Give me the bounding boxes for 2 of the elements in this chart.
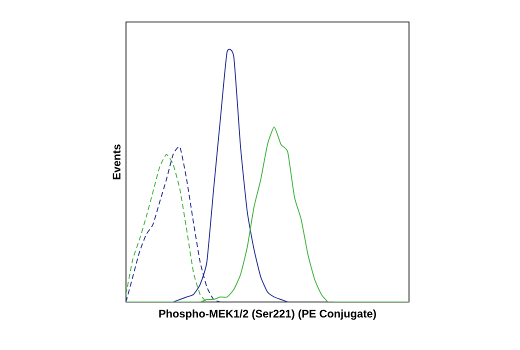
y-axis-title: Events	[112, 144, 120, 180]
x-axis-title: Phospho-MEK1/2 (Ser221) (PE Conjugate)	[159, 310, 376, 320]
